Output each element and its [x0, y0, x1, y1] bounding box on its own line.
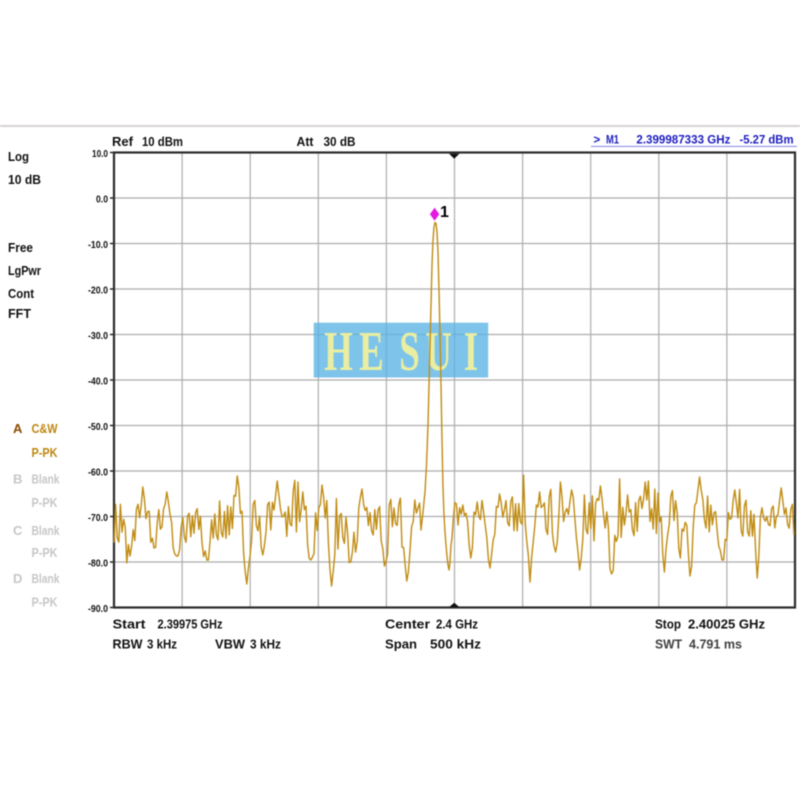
svg-text:S: S — [399, 322, 420, 383]
svg-text:LgPwr: LgPwr — [8, 263, 41, 278]
svg-text:Start: Start — [113, 617, 147, 632]
svg-text:RBW: RBW — [113, 637, 144, 652]
svg-text:10 dBm: 10 dBm — [142, 134, 183, 149]
svg-text:P-PK: P-PK — [32, 495, 59, 510]
svg-text:E: E — [359, 322, 384, 383]
svg-text:B: B — [13, 472, 22, 487]
svg-text:-50.0: -50.0 — [88, 422, 108, 433]
svg-text:Log: Log — [8, 149, 29, 164]
svg-text:Blank: Blank — [32, 472, 61, 487]
svg-text:2.40025 GHz: 2.40025 GHz — [688, 617, 765, 632]
svg-text:VBW: VBW — [215, 637, 246, 652]
svg-text:Cont: Cont — [8, 286, 35, 301]
svg-text:4.791 ms: 4.791 ms — [689, 637, 742, 652]
svg-text:Center: Center — [385, 617, 430, 632]
svg-text:A: A — [13, 421, 23, 436]
svg-text:Blank: Blank — [32, 523, 61, 538]
svg-text:P-PK: P-PK — [32, 545, 59, 560]
svg-text:H: H — [324, 322, 353, 383]
svg-text:10 dB: 10 dB — [8, 172, 41, 187]
svg-text:3 kHz: 3 kHz — [250, 637, 281, 652]
svg-text:D: D — [13, 571, 22, 586]
svg-text:2.39975 GHz: 2.39975 GHz — [158, 617, 223, 632]
svg-text:-40.0: -40.0 — [88, 377, 108, 388]
svg-text:SWT: SWT — [655, 637, 682, 652]
svg-text:-80.0: -80.0 — [88, 559, 108, 570]
svg-text:P-PK: P-PK — [32, 595, 59, 610]
svg-text:I: I — [464, 322, 478, 383]
svg-text:>: > — [594, 135, 601, 147]
svg-text:-5.27 dBm: -5.27 dBm — [740, 135, 794, 147]
svg-text:Blank: Blank — [32, 571, 61, 586]
svg-text:500 kHz: 500 kHz — [430, 637, 482, 652]
svg-text:Att: Att — [297, 134, 315, 149]
svg-text:P-PK: P-PK — [32, 445, 59, 460]
svg-text:0.0: 0.0 — [96, 195, 108, 206]
svg-text:2.4 GHz: 2.4 GHz — [436, 617, 478, 632]
svg-text:-60.0: -60.0 — [88, 468, 108, 479]
svg-text:3 kHz: 3 kHz — [147, 637, 177, 652]
svg-text:Ref: Ref — [112, 134, 134, 149]
svg-text:-10.0: -10.0 — [88, 240, 108, 251]
svg-text:2.399987333 GHz: 2.399987333 GHz — [636, 135, 730, 147]
svg-text:Free: Free — [8, 240, 33, 255]
svg-text:-70.0: -70.0 — [88, 513, 108, 524]
svg-text:10.0: 10.0 — [92, 149, 108, 160]
svg-text:-30.0: -30.0 — [88, 331, 108, 342]
svg-text:C&W: C&W — [32, 421, 59, 436]
svg-text:C: C — [13, 523, 23, 538]
svg-text:Stop: Stop — [655, 617, 681, 632]
svg-text:M1: M1 — [606, 135, 619, 147]
svg-text:Span: Span — [385, 637, 417, 652]
svg-text:FFT: FFT — [8, 306, 31, 321]
svg-text:-90.0: -90.0 — [88, 604, 108, 615]
svg-text:1: 1 — [440, 204, 449, 221]
svg-text:30 dB: 30 dB — [324, 134, 356, 149]
svg-text:-20.0: -20.0 — [88, 286, 108, 297]
